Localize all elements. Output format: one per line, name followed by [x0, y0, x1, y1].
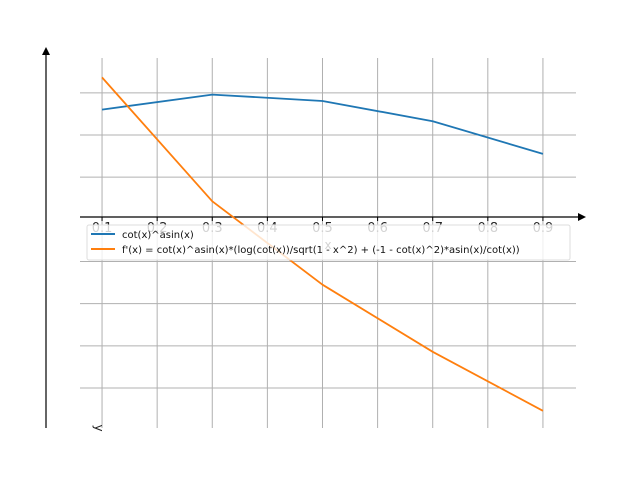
- axes: [42, 47, 586, 428]
- legend-label-series-1: cot(x)^asin(x): [122, 230, 194, 241]
- x-axis-arrow-icon: [578, 213, 586, 221]
- y-axis-label: y: [92, 424, 106, 431]
- y-gridlines: [80, 92, 576, 389]
- series-line-1: [101, 93, 544, 155]
- legend-label-series-2: f'(x) = cot(x)^asin(x)*(log(cot(x))/sqrt…: [122, 245, 520, 256]
- legend: cot(x)^asin(x) f'(x) = cot(x)^asin(x)*(l…: [86, 224, 571, 261]
- legend-box: [86, 224, 571, 261]
- series-line-2: [101, 76, 544, 412]
- y-axis-arrow-icon: [42, 47, 50, 55]
- series-layer: [101, 76, 544, 412]
- x-tick-marks: [101, 217, 544, 221]
